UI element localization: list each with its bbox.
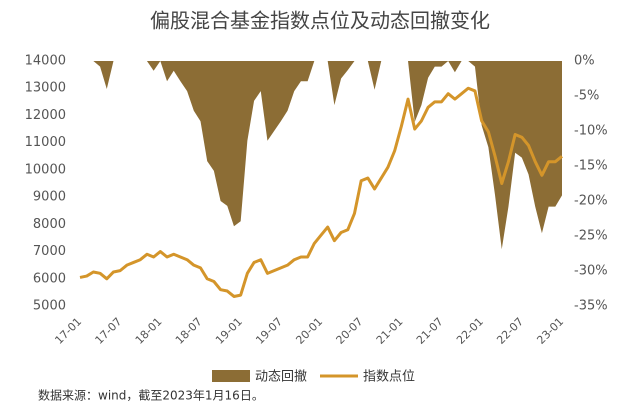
legend-swatch bbox=[212, 370, 250, 382]
y-tick-label: 14000 bbox=[25, 54, 66, 69]
y2-tick-label: -15% bbox=[574, 159, 608, 174]
x-tick-label: 17-07 bbox=[93, 315, 125, 347]
y-tick-label: 9000 bbox=[33, 190, 66, 205]
x-tick-label: 22-07 bbox=[494, 315, 526, 347]
y2-tick-label: 0% bbox=[574, 54, 595, 69]
legend-label: 动态回撤 bbox=[255, 369, 307, 385]
y-tick-label: 13000 bbox=[25, 81, 66, 96]
y2-tick-label: -5% bbox=[574, 89, 599, 104]
legend-label: 指数点位 bbox=[363, 370, 415, 385]
y-tick-label: 10000 bbox=[25, 162, 66, 177]
x-tick-label: 23-01 bbox=[534, 315, 566, 347]
y2-tick-label: -30% bbox=[574, 264, 608, 279]
x-tick-label: 21-07 bbox=[414, 315, 446, 347]
y2-tick-label: -25% bbox=[574, 229, 608, 244]
y-tick-label: 11000 bbox=[25, 135, 66, 150]
y2-tick-label: -35% bbox=[574, 299, 608, 314]
source-note: 数据来源：wind，截至2023年1月16日。 bbox=[38, 388, 264, 403]
x-tick-label: 20-01 bbox=[293, 315, 325, 347]
chart-title: 偏股混合基金指数点位及动态回撤变化 bbox=[150, 9, 490, 33]
y2-tick-label: -10% bbox=[574, 124, 608, 139]
x-tick-label: 19-07 bbox=[253, 315, 285, 347]
y-tick-label: 7000 bbox=[33, 244, 66, 259]
x-tick-label: 22-01 bbox=[454, 315, 486, 347]
x-tick-label: 20-07 bbox=[334, 315, 366, 347]
x-tick-label: 18-01 bbox=[133, 315, 165, 347]
y-tick-label: 5000 bbox=[33, 299, 66, 314]
y-tick-label: 12000 bbox=[25, 108, 66, 123]
x-tick-label: 17-01 bbox=[52, 315, 84, 347]
y-tick-label: 6000 bbox=[33, 271, 66, 286]
drawdown-area bbox=[80, 61, 562, 250]
y-tick-label: 8000 bbox=[33, 217, 66, 232]
y2-tick-label: -20% bbox=[574, 194, 608, 209]
index-line bbox=[79, 86, 563, 298]
x-tick-label: 18-07 bbox=[173, 315, 205, 347]
x-tick-label: 19-01 bbox=[213, 315, 245, 347]
x-tick-label: 21-01 bbox=[374, 315, 406, 347]
